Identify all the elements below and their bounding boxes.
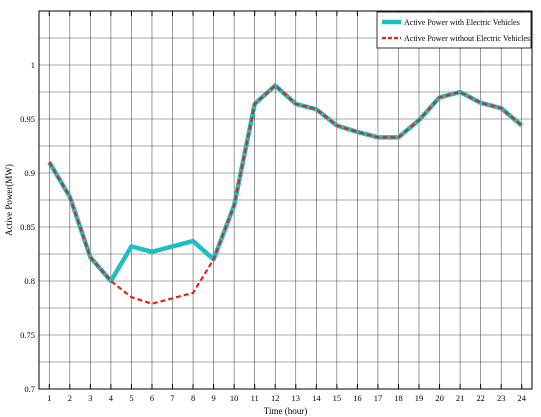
x-tick-label: 11 xyxy=(251,393,259,403)
x-tick-label: 21 xyxy=(456,393,465,403)
y-tick-label: 0.75 xyxy=(20,330,35,340)
x-tick-label: 3 xyxy=(88,393,92,403)
legend-label-with-ev: Active Power with Electric Vehicles xyxy=(404,18,520,27)
x-tick-label: 2 xyxy=(68,393,72,403)
x-tick-label: 20 xyxy=(435,393,444,403)
x-tick-label: 14 xyxy=(312,393,321,403)
x-tick-label: 12 xyxy=(271,393,280,403)
series-line-with-ev xyxy=(47,83,524,284)
y-tick-label: 0.95 xyxy=(20,114,35,124)
y-tick-label: 0.7 xyxy=(24,384,35,394)
x-tick-label: 19 xyxy=(415,393,424,403)
grid xyxy=(39,11,532,389)
x-tick-label: 1 xyxy=(47,393,51,403)
y-axis-title: Active Power(MW) xyxy=(4,164,14,236)
x-tick-label: 18 xyxy=(394,393,403,403)
y-tick-label: 0.8 xyxy=(24,276,35,286)
y-tick-label: 0.9 xyxy=(24,168,35,178)
x-tick-label: 8 xyxy=(191,393,195,403)
plot-area-frame xyxy=(38,10,533,390)
x-tick-label: 15 xyxy=(333,393,342,403)
x-tick-label: 6 xyxy=(150,393,154,403)
x-tick-labels: 1 2 3 4 5 6 7 8 9 10 11 12 13 14 15 16 17 18 19 20 21 22 23 24 xyxy=(47,393,527,403)
y-tick-label: 1 xyxy=(31,60,35,70)
legend-label-without-ev: Active Power without Electric Vehicles xyxy=(404,34,530,43)
x-tick-label: 5 xyxy=(129,393,133,403)
x-tick-label: 7 xyxy=(170,393,174,403)
x-tick-label: 13 xyxy=(292,393,301,403)
x-tick-label: 4 xyxy=(109,393,114,403)
x-tick-label: 22 xyxy=(476,393,485,403)
x-tick-label: 16 xyxy=(353,393,362,403)
x-axis-title: Time (hour) xyxy=(264,406,307,416)
y-tick-labels: 0.7 0.75 0.8 0.85 0.9 0.95 1 xyxy=(20,60,35,394)
series-lines xyxy=(47,83,524,305)
x-tick-label: 10 xyxy=(230,393,239,403)
series-line-without-ev xyxy=(48,84,523,305)
legend-box xyxy=(376,11,532,49)
x-tick-label: 23 xyxy=(497,393,506,403)
legend: Active Power with Electric Vehicles Acti… xyxy=(376,11,532,49)
x-tick-label: 9 xyxy=(211,393,215,403)
y-tick-label: 0.85 xyxy=(20,222,35,232)
x-tick-label: 17 xyxy=(374,393,383,403)
x-tick-label: 24 xyxy=(517,393,526,403)
